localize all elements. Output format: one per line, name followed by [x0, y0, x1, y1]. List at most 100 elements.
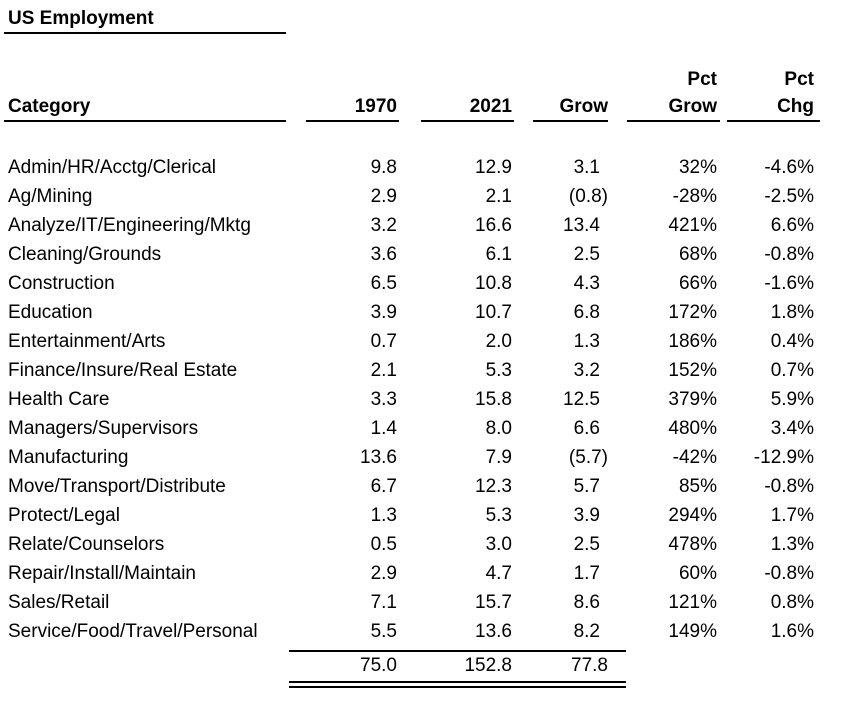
value-cell: 0.7 [370, 331, 397, 352]
value-cell: 12.9 [475, 157, 512, 178]
value-cell: 16.6 [475, 215, 512, 236]
value-cell: 5.7 [573, 476, 600, 497]
value-cell: 3.4% [770, 418, 814, 439]
value-cell: 7.9 [485, 447, 512, 468]
value-cell: 68% [678, 244, 717, 265]
table-row: Manufacturing 13.6 7.9 (5.7) -42% -12.9% [4, 443, 820, 472]
value-cell: 1.3% [770, 534, 814, 555]
value-cell: 15.7 [475, 592, 512, 613]
value-cell: -2.5% [764, 186, 814, 207]
category-cell: Finance/Insure/Real Estate [8, 360, 238, 381]
table-row: Cleaning/Grounds 3.6 6.1 2.5 68% -0.8% [4, 240, 820, 269]
table-row: Protect/Legal 1.3 5.3 3.9 294% 1.7% [4, 501, 820, 530]
value-cell: 2.9 [370, 563, 397, 584]
value-cell: -0.8% [764, 244, 814, 265]
table-row: Move/Transport/Distribute 6.7 12.3 5.7 85% -0… [4, 472, 820, 501]
value-cell: 1.3 [573, 331, 600, 352]
totals-row: 75.0 152.8 77.8 [4, 652, 820, 680]
value-cell: -0.8% [764, 563, 814, 584]
value-cell: 13.6 [360, 447, 397, 468]
value-cell: 3.2 [370, 215, 397, 236]
category-cell: Ag/Mining [8, 186, 93, 207]
value-cell: 3.9 [370, 302, 397, 323]
pct-header-row: Pct Pct [4, 68, 820, 92]
value-cell: -42% [672, 447, 717, 468]
value-cell: 421% [668, 215, 717, 236]
table-row: Finance/Insure/Real Estate 2.1 5.3 3.2 152% 0… [4, 356, 820, 385]
category-cell: Analyze/IT/Engineering/Mktg [8, 215, 251, 236]
value-cell: 2.9 [370, 186, 397, 207]
value-cell: 9.8 [370, 157, 397, 178]
value-cell: 8.6 [573, 592, 600, 613]
table-row: Managers/Supervisors 1.4 8.0 6.6 480% 3.4% [4, 414, 820, 443]
category-cell: Managers/Supervisors [8, 418, 199, 439]
table-row: Construction 6.5 10.8 4.3 66% -1.6% [4, 269, 820, 298]
column-header-pct-chg: Chg [727, 94, 820, 122]
table-row: Analyze/IT/Engineering/Mktg 3.2 16.6 13.4 42… [4, 211, 820, 240]
value-cell: 10.8 [475, 273, 512, 294]
value-cell: 2.5 [573, 244, 600, 265]
value-cell: 0.5 [370, 534, 397, 555]
value-cell: 294% [668, 505, 717, 526]
value-cell: 13.4 [563, 215, 600, 236]
value-cell: 12.3 [475, 476, 512, 497]
value-cell: 85% [678, 476, 717, 497]
value-cell: 0.8% [770, 592, 814, 613]
value-cell: 2.5 [573, 534, 600, 555]
value-cell: 172% [668, 302, 717, 323]
category-cell: Entertainment/Arts [8, 331, 166, 352]
value-cell: 152% [668, 360, 717, 381]
value-cell: 2.1 [485, 186, 512, 207]
value-cell: 3.3 [370, 389, 397, 410]
category-cell: Service/Food/Travel/Personal [8, 621, 258, 642]
value-cell: 1.7 [573, 563, 600, 584]
value-cell: 3.6 [370, 244, 397, 265]
category-cell: Relate/Counselors [8, 534, 165, 555]
table-row: Education 3.9 10.7 6.8 172% 1.8% [4, 298, 820, 327]
value-cell: 480% [668, 418, 717, 439]
table-row: Repair/Install/Maintain 2.9 4.7 1.7 60% -0.8% [4, 559, 820, 588]
value-cell: 3.9 [573, 505, 600, 526]
table-row: Relate/Counselors 0.5 3.0 2.5 478% 1.3% [4, 530, 820, 559]
value-cell: -0.8% [764, 476, 814, 497]
value-cell: 149% [668, 621, 717, 642]
value-cell: 8.0 [485, 418, 512, 439]
value-cell: 186% [668, 331, 717, 352]
value-cell: 6.1 [485, 244, 512, 265]
value-cell: 15.8 [475, 389, 512, 410]
value-cell: 6.5 [370, 273, 397, 294]
value-cell: 2.1 [370, 360, 397, 381]
column-header-2021: 2021 [421, 94, 514, 122]
value-cell: -28% [672, 186, 717, 207]
value-cell: 5.3 [485, 360, 512, 381]
value-cell: 4.3 [573, 273, 600, 294]
value-cell: 1.8% [770, 302, 814, 323]
category-cell: Construction [8, 273, 115, 294]
value-cell: -12.9% [753, 447, 814, 468]
table-header-row: Category 1970 2021 Grow Grow Chg [4, 94, 820, 122]
value-cell: 1.4 [370, 418, 397, 439]
total-cell: 77.8 [571, 655, 608, 676]
table-row: Entertainment/Arts 0.7 2.0 1.3 186% 0.4% [4, 327, 820, 356]
value-cell: 6.8 [573, 302, 600, 323]
totals-top-rule [289, 650, 626, 652]
value-cell: 8.2 [573, 621, 600, 642]
value-cell: -1.6% [764, 273, 814, 294]
category-cell: Health Care [8, 389, 110, 410]
column-header-pct-grow: Grow [627, 94, 720, 122]
value-cell: 379% [668, 389, 717, 410]
value-cell: 60% [678, 563, 717, 584]
value-cell: 5.3 [485, 505, 512, 526]
category-cell: Move/Transport/Distribute [8, 476, 226, 497]
value-cell: 0.4% [770, 331, 814, 352]
value-cell: 32% [678, 157, 717, 178]
value-cell: 5.9% [770, 389, 814, 410]
value-cell: 478% [668, 534, 717, 555]
title-block: US Employment [4, 6, 286, 34]
value-cell: 66% [678, 273, 717, 294]
totals-bottom-rule [289, 681, 626, 688]
column-header-pct-grow-top: Pct [687, 69, 717, 90]
category-cell: Education [8, 302, 93, 323]
value-cell: 12.5 [563, 389, 600, 410]
